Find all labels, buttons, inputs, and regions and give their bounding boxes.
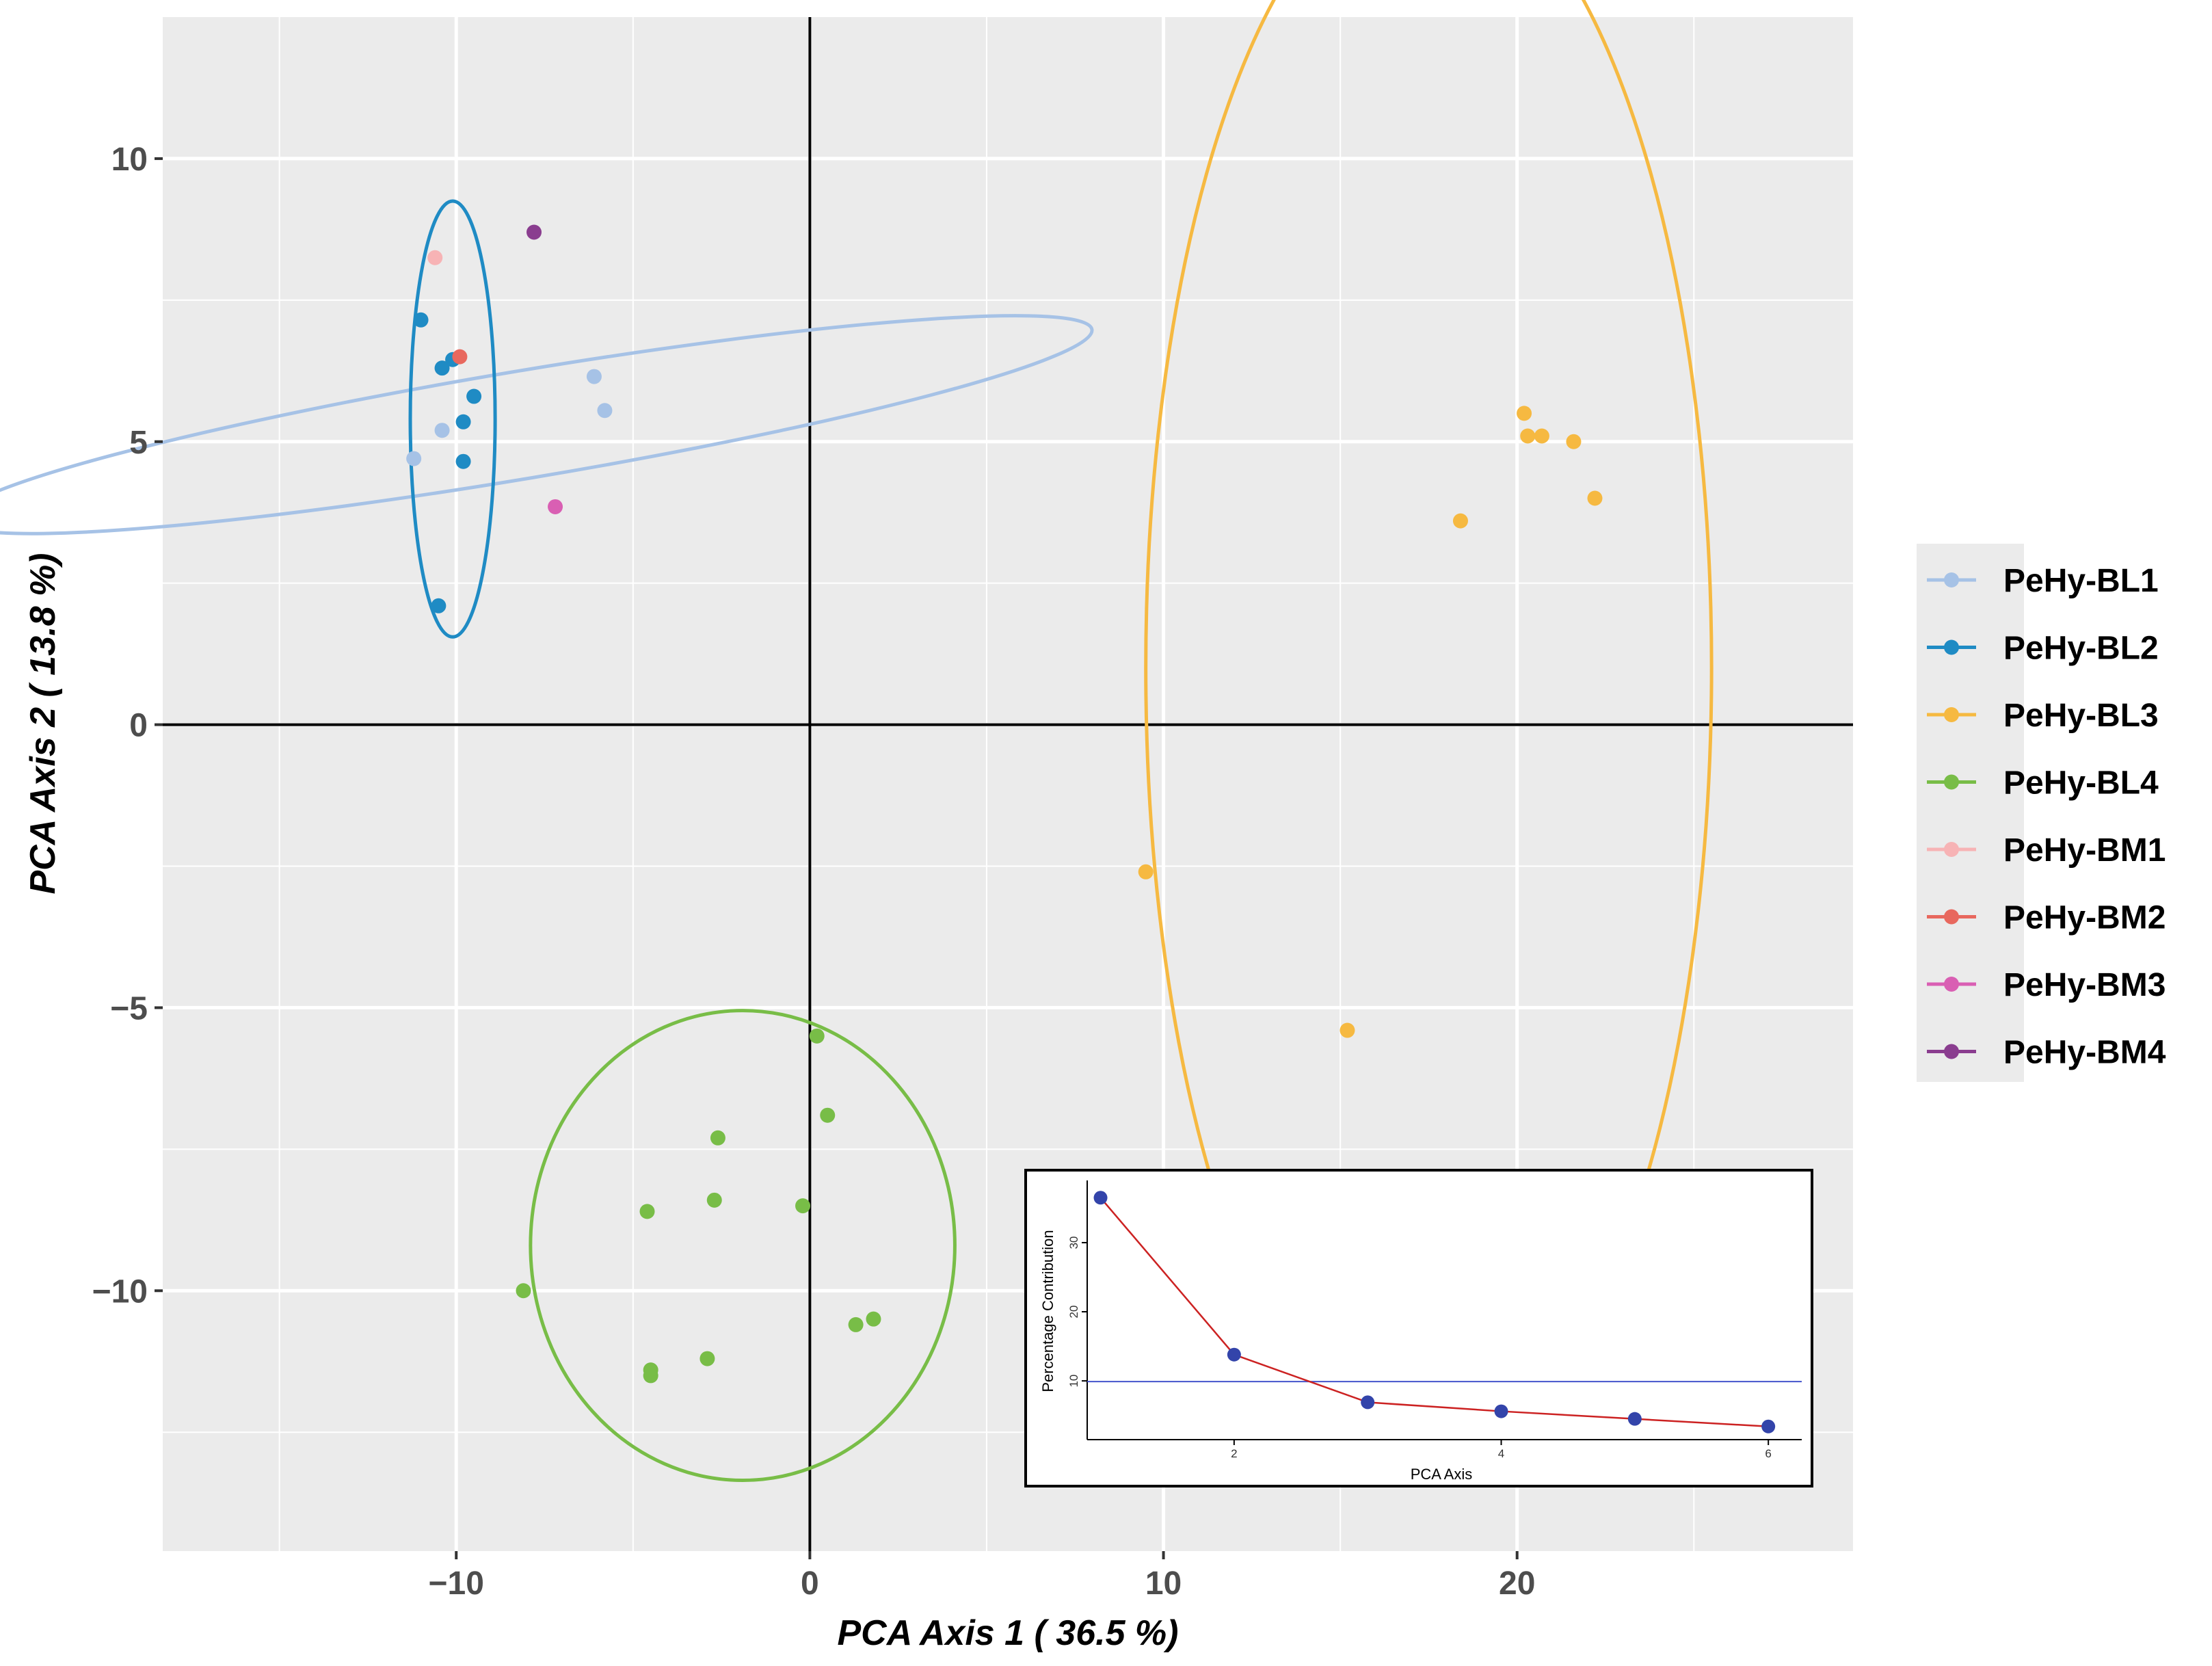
inset-y-axis-title: Percentage Contribution (1039, 1230, 1056, 1392)
inset-point (1627, 1412, 1642, 1426)
legend: PeHy-BL1 PeHy-BL2 PeHy-BL3 PeHy-BL4 PeHy-BM1… (1917, 544, 2166, 1082)
ellipse-pehy-bl1 (0, 314, 1094, 536)
inset-x-tick-label: 6 (1765, 1447, 1771, 1460)
point-pehy-bl3 (1534, 428, 1549, 444)
point-pehy-bl3 (1520, 428, 1536, 444)
point-pehy-bm4 (527, 224, 542, 240)
inset-x-tick-label: 4 (1498, 1447, 1504, 1460)
point-pehy-bm2 (452, 349, 468, 365)
inset-point (1093, 1191, 1108, 1205)
x-axis-title: PCA Axis 1 ( 36.5 %) (837, 1613, 1178, 1653)
x-tick-label: 10 (1145, 1565, 1182, 1602)
inset-x-axis-title: PCA Axis (1411, 1466, 1472, 1483)
legend-label-pehy-bl3: PeHy-BL3 (2003, 698, 2159, 734)
inset-background (1024, 1169, 1813, 1488)
inset-x-tick-label: 2 (1231, 1447, 1237, 1460)
ellipse-pehy-bl2 (408, 199, 497, 639)
point-pehy-bl4 (809, 1028, 825, 1044)
legend-point-pehy-bm4 (1944, 1044, 1959, 1059)
point-pehy-bl1 (597, 403, 613, 419)
legend-label-pehy-bl2: PeHy-BL2 (2003, 631, 2159, 667)
point-pehy-bl2 (413, 312, 429, 328)
point-pehy-bl2 (455, 453, 471, 469)
legend-point-pehy-bm1 (1944, 842, 1959, 857)
legend-label-pehy-bl4: PeHy-BL4 (2003, 765, 2159, 802)
inset-y-tick-label: 10 (1067, 1375, 1080, 1388)
ellipse-pehy-bl4 (529, 1009, 957, 1483)
point-pehy-bl4 (795, 1198, 811, 1214)
y-tick-label: 0 (129, 708, 148, 744)
point-pehy-bl2 (431, 598, 447, 613)
point-pehy-bl1 (434, 423, 450, 438)
inset-point (1227, 1347, 1241, 1362)
point-pehy-bl4 (643, 1368, 658, 1384)
y-tick-label: −10 (92, 1273, 148, 1310)
x-tick-label: 20 (1499, 1565, 1535, 1602)
point-pehy-bl3 (1138, 864, 1154, 880)
reference-lines (163, 17, 1853, 1551)
inset-point (1361, 1395, 1375, 1410)
data-points (406, 224, 1603, 1384)
point-pehy-bm3 (548, 499, 563, 514)
point-pehy-bl4 (639, 1204, 655, 1219)
legend-point-pehy-bm3 (1944, 977, 1959, 992)
legend-label-pehy-bm3: PeHy-BM3 (2003, 967, 2166, 1003)
inset-y-tick-label: 30 (1067, 1236, 1080, 1249)
legend-point-pehy-bm2 (1944, 909, 1959, 925)
inset-point (1761, 1419, 1776, 1433)
legend-point-pehy-bl4 (1944, 774, 1959, 790)
point-pehy-bl4 (848, 1317, 864, 1332)
inset-point (1494, 1404, 1508, 1418)
point-pehy-bl4 (706, 1192, 722, 1208)
y-axis-title: PCA Axis 2 ( 13.8 %) (23, 553, 63, 894)
inset-series-line (1100, 1197, 1769, 1428)
point-pehy-bm1 (427, 250, 443, 265)
point-pehy-bl4 (866, 1311, 881, 1327)
point-pehy-bl4 (710, 1130, 725, 1146)
y-tick-label: −5 (110, 990, 148, 1027)
point-pehy-bl1 (406, 451, 422, 466)
legend-label-pehy-bm1: PeHy-BM1 (2003, 832, 2166, 869)
legend-point-pehy-bl3 (1944, 707, 1959, 722)
point-pehy-bl1 (586, 369, 602, 384)
legend-point-pehy-bl1 (1944, 572, 1959, 587)
legend-point-pehy-bl2 (1944, 639, 1959, 655)
legend-label-pehy-bl1: PeHy-BL1 (2003, 563, 2159, 599)
point-pehy-bl3 (1340, 1022, 1355, 1038)
x-tick-label: 0 (801, 1565, 819, 1602)
axis-ticks: −10 0 10 20 −10 −5 0 5 10 (92, 142, 1536, 1602)
point-pehy-bl3 (1517, 406, 1532, 421)
point-pehy-bl3 (1452, 513, 1468, 529)
point-pehy-bl2 (455, 414, 471, 429)
legend-background (1917, 544, 2024, 1082)
point-pehy-bl2 (434, 360, 450, 376)
point-pehy-bl4 (699, 1351, 715, 1366)
point-pehy-bl2 (466, 388, 482, 404)
x-tick-label: −10 (429, 1565, 484, 1602)
point-pehy-bl4 (516, 1283, 531, 1299)
y-tick-label: 5 (129, 425, 148, 461)
inset-scree-plot: PCA Axis Percentage Contribution 2 4 6 10 20… (1024, 1169, 1813, 1488)
y-tick-label: 10 (111, 142, 148, 178)
inset-y-tick-label: 20 (1067, 1306, 1080, 1319)
legend-label-pehy-bm4: PeHy-BM4 (2003, 1035, 2166, 1071)
legend-label-pehy-bm2: PeHy-BM2 (2003, 900, 2166, 936)
point-pehy-bl3 (1587, 490, 1603, 506)
point-pehy-bl4 (820, 1107, 836, 1123)
point-pehy-bl3 (1566, 434, 1582, 449)
